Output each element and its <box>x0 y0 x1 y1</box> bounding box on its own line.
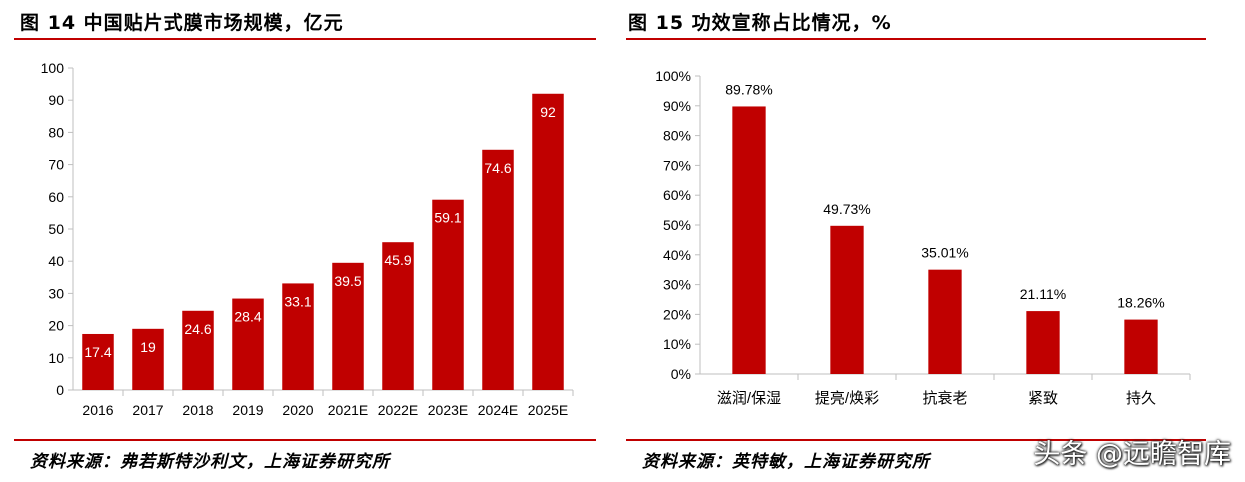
right-title-rule <box>626 38 1206 40</box>
right-chart-y-tick-label: 30% <box>663 277 691 293</box>
left-chart-x-tick-label: 2016 <box>82 402 113 418</box>
left-chart-data-label: 74.6 <box>484 160 511 176</box>
left-source-rule <box>14 439 596 441</box>
left-chart-x-tick-label: 2021E <box>328 402 368 418</box>
left-chart-y-tick-label: 40 <box>48 253 64 269</box>
right-chart-y-tick-label: 40% <box>663 247 691 263</box>
left-chart-y-tick-label: 50 <box>48 221 64 237</box>
left-chart-data-label: 28.4 <box>234 309 261 325</box>
right-bar-chart: 0% 10% 20% 30% 40% 50% 60% 70% 80% 90% 100% 89.78% 滋… <box>655 68 1191 407</box>
right-chart-bar <box>732 106 766 374</box>
left-chart-y-tick-label: 90 <box>48 92 64 108</box>
right-chart-y-tick-label: 20% <box>663 306 691 322</box>
left-chart-bar <box>82 333 114 390</box>
left-chart-x-tick-label: 2023E <box>428 402 468 418</box>
left-chart-bar <box>132 328 164 390</box>
right-chart-y-tick-label: 10% <box>663 336 691 352</box>
right-chart-bar <box>1026 311 1060 374</box>
left-chart-y-tick-label: 60 <box>48 189 64 205</box>
left-chart-y-tick-label: 20 <box>48 318 64 334</box>
right-chart-y-tick-label: 70% <box>663 157 691 173</box>
left-chart-x-tick-label: 2017 <box>132 402 163 418</box>
right-figure-title: 图 15 功效宣称占比情况，% <box>628 12 892 34</box>
left-chart-x-tick-label: 2018 <box>182 402 213 418</box>
right-chart-y-tick-label: 0% <box>671 366 691 382</box>
right-chart-x-tick-label: 提亮/焕彩 <box>815 390 879 407</box>
right-chart-x-tick-label: 持久 <box>1126 390 1156 407</box>
right-chart-bar <box>928 269 962 374</box>
right-chart-x-tick-label: 滋润/保湿 <box>717 390 781 407</box>
left-chart-y-tick-label: 0 <box>56 382 64 398</box>
right-chart-data-label: 35.01% <box>921 245 968 261</box>
left-chart-bar <box>432 199 464 390</box>
left-chart-data-label: 19 <box>140 339 156 355</box>
left-chart-x-tick-label: 2019 <box>232 402 263 418</box>
left-chart-bar <box>332 262 364 390</box>
right-chart-data-label: 49.73% <box>823 201 870 217</box>
right-chart-bar <box>1124 319 1158 374</box>
left-chart-y-tick-label: 80 <box>48 124 64 140</box>
left-chart-x-tick-label: 2022E <box>378 402 418 418</box>
right-source-note: 资料来源：英特敏，上海证券研究所 <box>642 452 930 472</box>
left-chart-data-label: 24.6 <box>184 321 211 337</box>
left-chart-bar <box>482 149 514 390</box>
left-chart-x-tick-label: 2024E <box>478 402 518 418</box>
left-bar-chart: 0 10 20 30 40 50 60 70 80 90 100 17.4 2016 19 2017 24.6… <box>41 60 574 418</box>
right-chart-data-label: 18.26% <box>1117 295 1164 311</box>
watermark: 头条 @远瞻智库 <box>1033 439 1231 470</box>
right-chart-x-tick-label: 紧致 <box>1028 390 1058 407</box>
left-chart-data-label: 33.1 <box>284 293 311 309</box>
right-chart-data-label: 21.11% <box>1020 286 1066 302</box>
left-figure: 图 14 中国贴片式膜市场规模，亿元 0 10 20 30 40 50 60 70 80 90 10… <box>0 0 610 482</box>
left-figure-title: 图 14 中国贴片式膜市场规模，亿元 <box>20 12 344 34</box>
right-chart-y-tick-label: 80% <box>663 128 691 144</box>
left-chart-bar <box>182 310 214 390</box>
right-chart-y-tick-label: 60% <box>663 187 691 203</box>
left-chart-data-label: 17.4 <box>84 344 111 360</box>
right-chart-y-tick-label: 50% <box>663 217 691 233</box>
left-chart-bar <box>282 283 314 390</box>
right-chart-x-tick-label: 抗衰老 <box>922 390 967 407</box>
right-chart-bar <box>830 225 864 374</box>
left-chart-y-tick-label: 70 <box>48 157 64 173</box>
right-chart-y-tick-label: 90% <box>663 98 691 114</box>
left-chart-y-tick-label: 10 <box>48 350 64 366</box>
left-title-rule <box>14 38 596 40</box>
left-chart-data-label: 45.9 <box>384 252 411 268</box>
left-chart-data-label: 59.1 <box>434 210 461 226</box>
left-chart-bar <box>232 298 264 390</box>
right-chart-data-label: 89.78% <box>725 81 772 97</box>
right-chart-y-tick-label: 100% <box>655 68 691 84</box>
left-chart-bar <box>532 93 564 390</box>
left-source-note: 资料来源：弗若斯特沙利文，上海证券研究所 <box>30 452 390 472</box>
right-figure: 图 15 功效宣称占比情况，% 0% 10% 20% 30% 40% 50% 60% 70% 8… <box>620 0 1245 482</box>
left-chart-x-tick-label: 2025E <box>528 402 568 418</box>
left-chart-y-tick-label: 30 <box>48 285 64 301</box>
left-chart-data-label: 92 <box>540 104 556 120</box>
left-chart-x-tick-label: 2020 <box>282 402 313 418</box>
left-chart-y-tick-label: 100 <box>41 60 65 76</box>
left-chart-data-label: 39.5 <box>334 273 361 289</box>
left-chart-bar <box>382 242 414 390</box>
right-source-rule <box>626 439 1206 441</box>
